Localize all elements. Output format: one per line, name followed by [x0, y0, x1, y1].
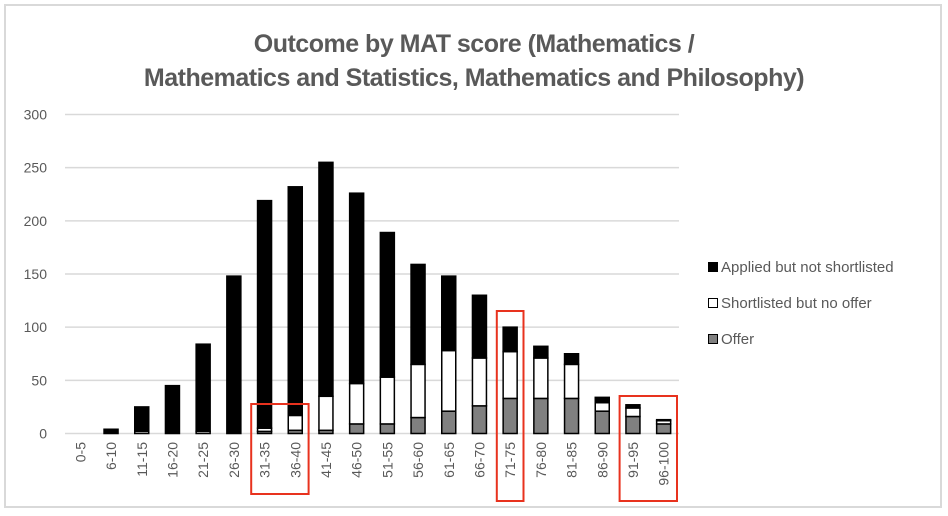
x-tick-label: 56-60 [410, 442, 426, 478]
bar-segment [625, 404, 641, 409]
y-tick-label: 250 [24, 160, 48, 176]
x-tick-label: 81-85 [564, 442, 580, 478]
y-tick-label: 50 [31, 372, 47, 388]
legend-label: Offer [721, 330, 755, 348]
bar-segment [563, 397, 580, 435]
bar-segment [471, 405, 488, 435]
x-tick-label: 31-35 [257, 442, 273, 478]
legend: Applied but not shortlisted Shortlisted … [708, 257, 894, 365]
bar-segment [563, 363, 580, 400]
y-tick-label: 200 [24, 213, 48, 229]
x-tick-label: 16-20 [164, 442, 180, 478]
legend-swatch-offer [708, 334, 718, 344]
bar-segment [625, 407, 641, 418]
bar-segment [348, 192, 365, 385]
x-tick-label: 21-25 [195, 442, 211, 478]
y-tick-label: 0 [39, 426, 47, 442]
x-tick-label: 36-40 [287, 442, 303, 478]
y-tick-label: 300 [24, 107, 48, 123]
bar-segment [134, 406, 150, 433]
x-tick-label: 6-10 [103, 442, 119, 470]
bar-segment [655, 418, 672, 422]
bar-segment [379, 423, 396, 435]
x-tick-label: 51-55 [379, 442, 395, 478]
bar-segment [441, 349, 457, 412]
legend-label: Shortlisted but no offer [721, 294, 872, 312]
legend-item-shortlisted: Shortlisted but no offer [708, 293, 894, 313]
x-tick-label: 26-30 [226, 442, 242, 478]
bar-segment [318, 395, 334, 432]
bar-segment [195, 343, 211, 433]
bar-segment [379, 231, 396, 378]
x-tick-label: 86-90 [594, 442, 610, 478]
bar-segment [287, 186, 303, 417]
x-tick-label: 11-15 [134, 442, 150, 477]
bar-segment [410, 263, 426, 366]
bar-segment [625, 415, 641, 435]
bar-segment [594, 410, 610, 435]
bar-segment [471, 357, 488, 407]
bar-segment [533, 397, 549, 435]
bar-segment [348, 423, 365, 435]
bar-segment [103, 428, 119, 435]
x-tick-label: 91-95 [625, 442, 641, 478]
bar-segment [410, 416, 426, 435]
x-tick-label: 61-65 [441, 442, 457, 478]
bar-segment [502, 326, 518, 353]
legend-item-applied: Applied but not shortlisted [708, 257, 894, 277]
bar-segment [655, 423, 672, 435]
x-tick-label: 46-50 [349, 442, 365, 478]
x-tick-label: 0-5 [72, 442, 88, 462]
bar-segment [502, 397, 518, 435]
bar-segment [502, 350, 518, 400]
bar-segment [379, 376, 396, 425]
x-tick-label: 41-45 [318, 442, 334, 478]
x-tick-label: 71-75 [502, 442, 518, 478]
legend-swatch-shortlisted [708, 298, 718, 308]
chart-title-line-1: Outcome by MAT score (Mathematics / [253, 30, 695, 58]
bar-segment [318, 161, 334, 398]
highlight-box [495, 310, 525, 502]
highlight-box [618, 395, 678, 502]
legend-label: Applied but not shortlisted [721, 258, 894, 276]
bar-segment [594, 401, 610, 412]
bar-segment [226, 275, 242, 435]
y-tick-label: 150 [24, 266, 48, 282]
bar-segment [441, 410, 457, 435]
legend-swatch-applied [708, 262, 718, 272]
highlight-box [250, 403, 310, 495]
bar-segment [533, 345, 549, 359]
bar-segment [441, 275, 457, 352]
x-tick-label: 76-80 [533, 442, 549, 478]
bar-segment [256, 199, 273, 429]
bar-segment [164, 384, 181, 435]
bar-segment [287, 414, 303, 432]
y-tick-label: 100 [24, 319, 48, 335]
x-tick-label: 96-100 [656, 442, 672, 486]
bar-segment [594, 396, 610, 404]
legend-item-offer: Offer [708, 329, 894, 349]
bar-segment [348, 382, 365, 425]
bar-segment [563, 353, 580, 366]
bar-segment [471, 294, 488, 359]
x-tick-label: 66-70 [471, 442, 487, 478]
bar-segment [533, 357, 549, 400]
chart-title-line-2: Mathematics and Statistics, Mathematics … [143, 64, 805, 92]
bar-segment [410, 363, 426, 419]
